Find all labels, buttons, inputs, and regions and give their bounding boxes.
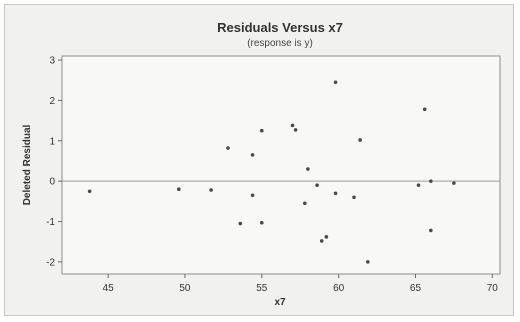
- data-point: [422, 107, 427, 112]
- chart-subtitle: (response is y): [247, 38, 313, 49]
- y-tick-label: 3: [49, 56, 55, 67]
- data-point: [452, 181, 456, 185]
- data-point: [315, 183, 319, 187]
- x-tick-label: 60: [333, 283, 345, 294]
- data-point: [306, 167, 310, 171]
- y-axis-ticks: -2 -1 0 1 2 3: [46, 56, 62, 268]
- data-point: [250, 193, 255, 198]
- x-axis-label: x7: [274, 297, 286, 308]
- data-point: [87, 189, 92, 194]
- y-tick-label: 1: [49, 136, 55, 147]
- y-tick-label: 0: [49, 177, 55, 188]
- data-point: [250, 153, 255, 157]
- data-point: [177, 187, 181, 192]
- x-tick-label: 55: [256, 283, 268, 294]
- data-point: [259, 220, 264, 225]
- data-point: [324, 235, 329, 239]
- data-point: [209, 188, 213, 192]
- y-axis-label: Deleted Residual: [22, 124, 33, 205]
- x-tick-label: 70: [487, 283, 499, 294]
- data-point: [429, 179, 433, 183]
- x-tick-label: 45: [103, 283, 115, 294]
- y-tick-label: -1: [46, 217, 55, 228]
- data-point: [303, 201, 307, 206]
- data-point: [238, 221, 243, 226]
- x-tick-label: 65: [410, 283, 422, 294]
- data-point: [352, 195, 356, 200]
- data-points: [87, 80, 456, 264]
- data-point: [366, 260, 370, 264]
- y-tick-label: -2: [46, 257, 55, 268]
- data-point: [429, 228, 433, 233]
- data-point: [416, 183, 421, 187]
- plot-area: [61, 55, 501, 275]
- data-point: [259, 128, 264, 133]
- x-tick-label: 50: [179, 283, 191, 294]
- chart-title: Residuals Versus x7: [217, 20, 343, 35]
- data-point: [319, 239, 324, 243]
- data-point: [333, 80, 338, 85]
- data-point: [226, 146, 230, 150]
- data-point: [293, 128, 298, 132]
- data-point: [358, 138, 362, 142]
- data-point: [290, 123, 295, 128]
- y-tick-label: 2: [49, 96, 55, 107]
- data-point: [333, 191, 338, 196]
- x-axis-ticks: 45 50 55 60 65 70: [103, 274, 499, 294]
